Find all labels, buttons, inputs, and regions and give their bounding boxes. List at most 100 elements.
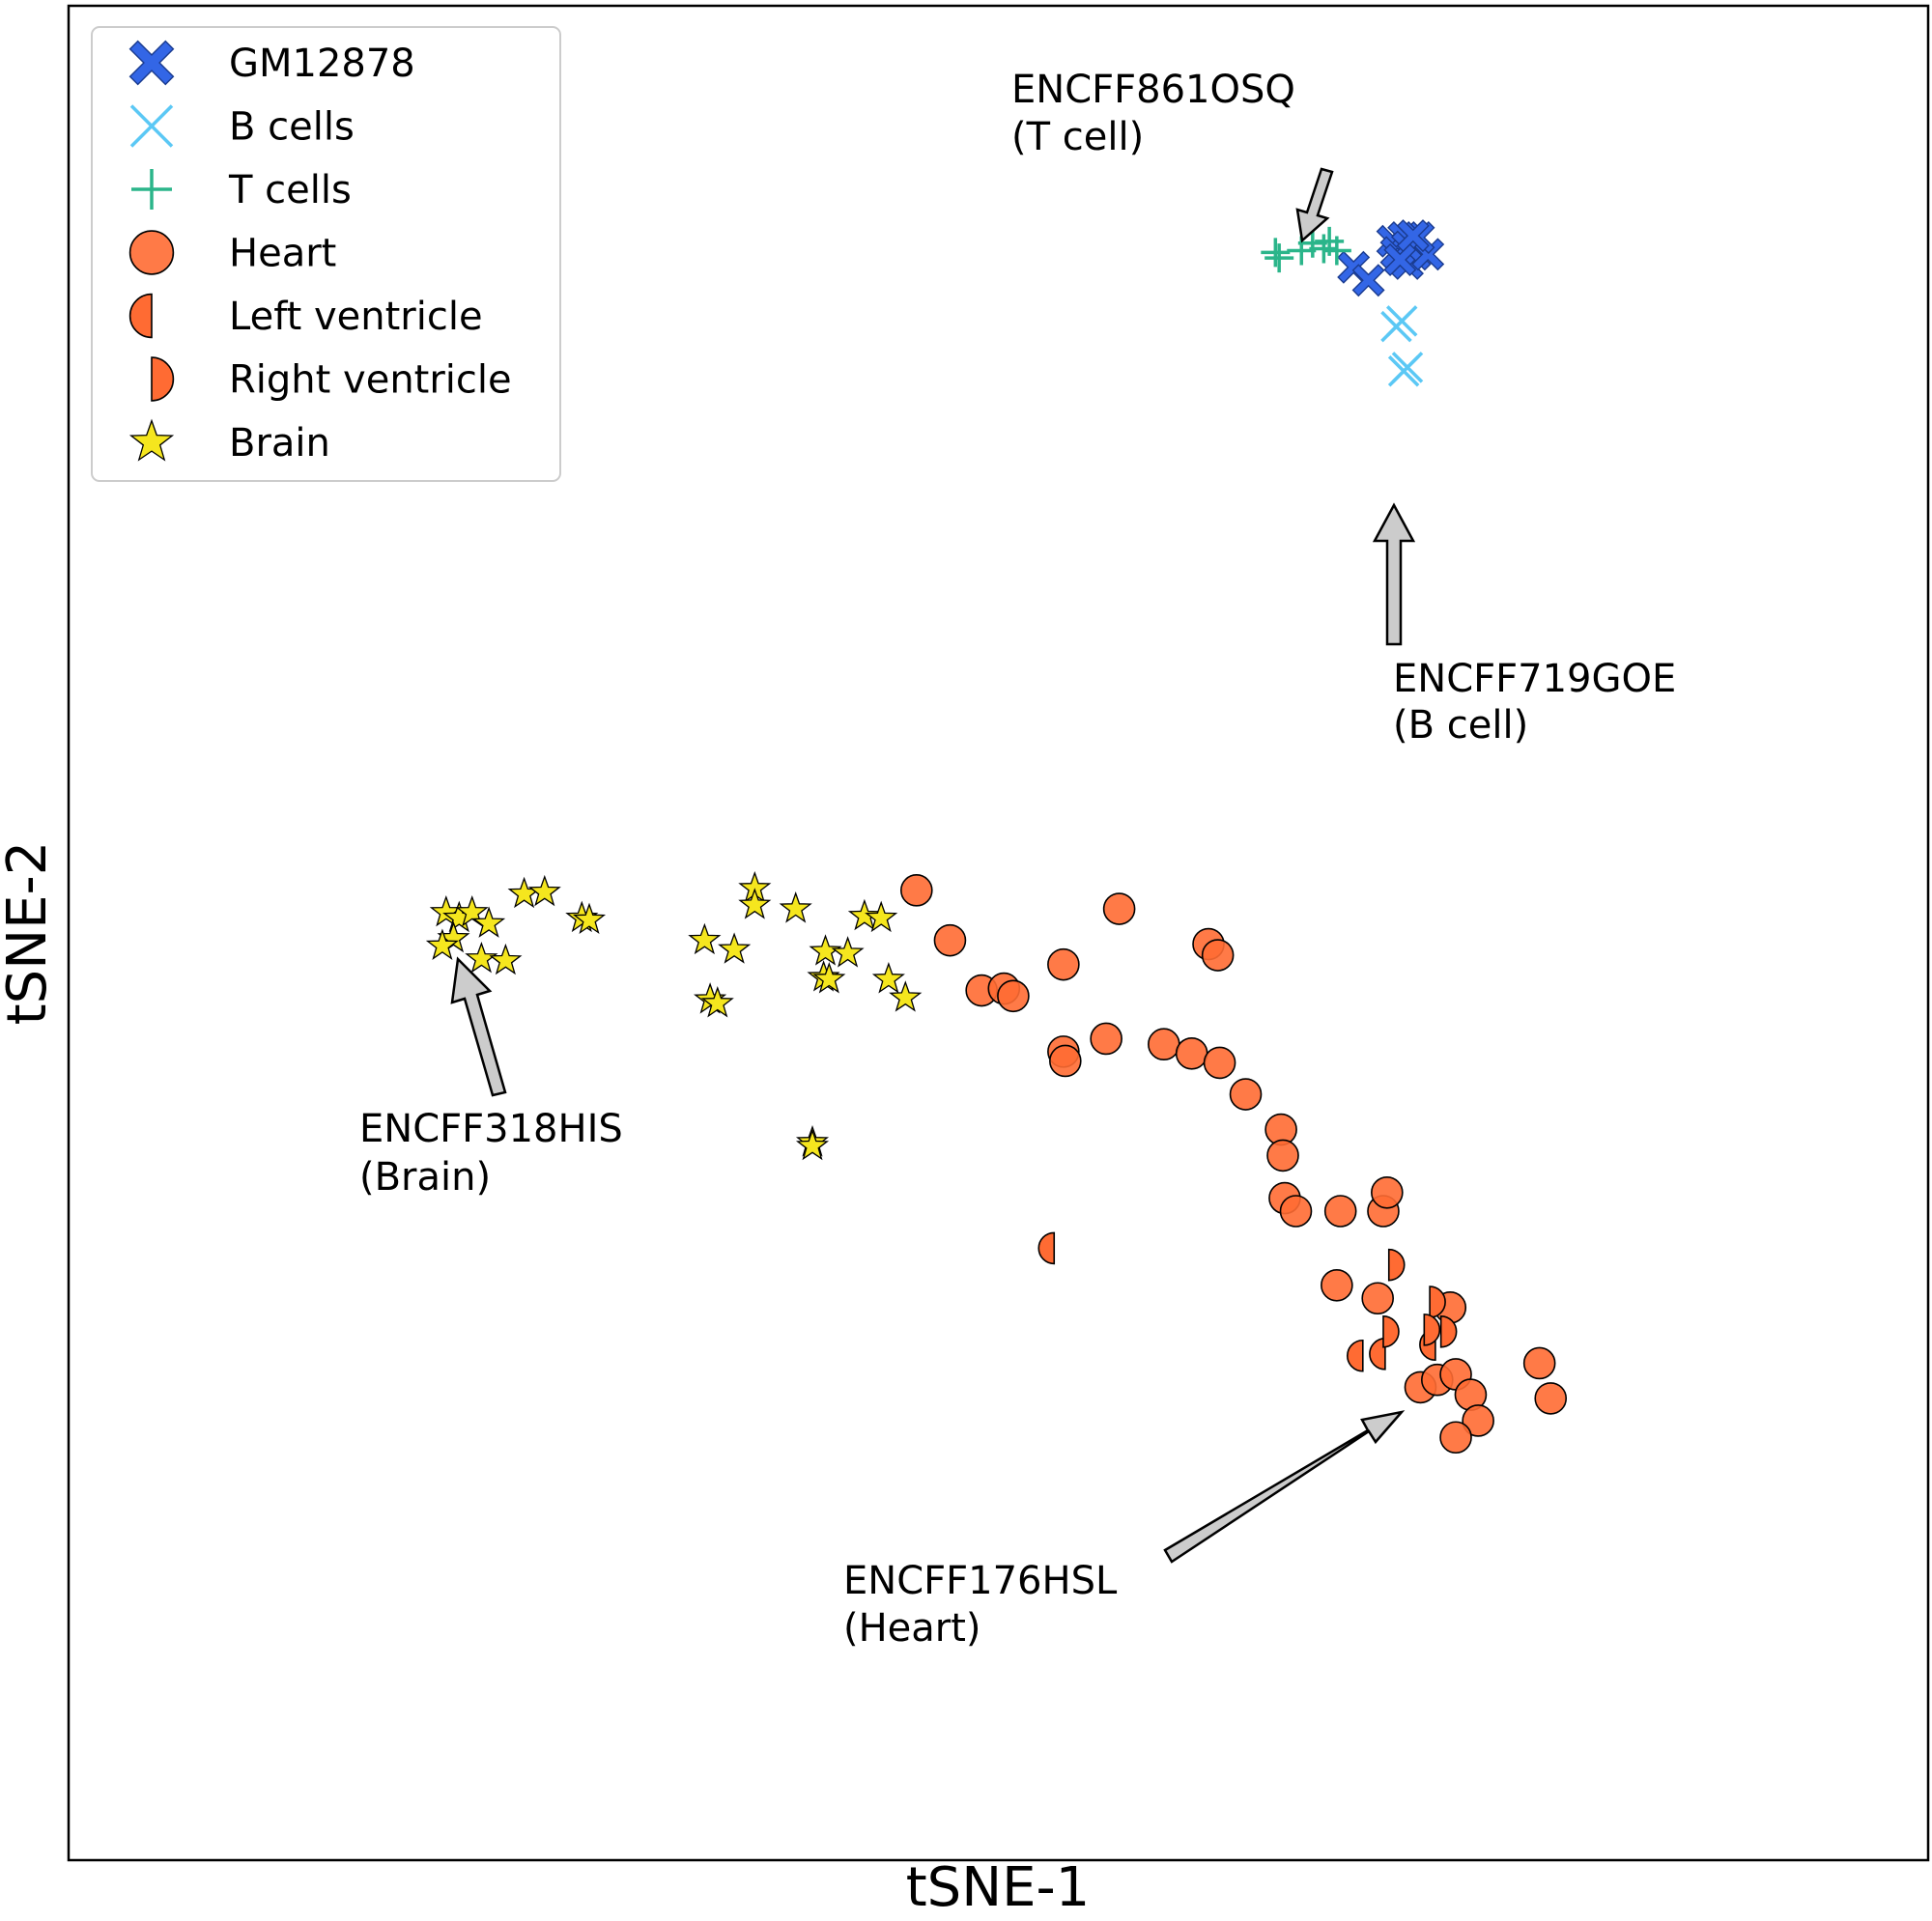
data-point — [831, 936, 865, 968]
data-point — [1229, 1078, 1263, 1111]
data-point — [1049, 1044, 1082, 1078]
data-point — [1261, 238, 1291, 268]
annotation-arrow — [1163, 1410, 1406, 1564]
series-left-ventricle — [1037, 1231, 1436, 1372]
data-point — [1148, 1028, 1180, 1060]
data-point — [1279, 1195, 1313, 1228]
annotation-sublabel: (Brain) — [359, 1155, 491, 1200]
legend: GM12878 B cells T cells Heart Left ventricle… — [91, 26, 561, 482]
data-point — [1396, 219, 1430, 253]
legend-marker — [151, 356, 175, 402]
legend-marker — [129, 104, 174, 148]
legend-marker — [128, 293, 153, 339]
series-brain — [425, 870, 923, 1161]
data-point — [455, 894, 489, 927]
data-point — [812, 962, 846, 994]
legend-entry: Brain — [128, 418, 330, 466]
legend-items: GM12878 B cells T cells Heart Left ventricle… — [128, 40, 512, 466]
data-point — [1090, 1022, 1122, 1056]
legend-entry: Right ventricle — [151, 356, 512, 403]
data-point — [889, 980, 923, 1012]
annotation-heart: ENCFF176HSL (Heart) — [843, 1410, 1406, 1651]
legend-label: Right ventricle — [229, 358, 512, 403]
data-point — [425, 928, 459, 960]
data-point — [1371, 1176, 1404, 1209]
legend-entry: T cells — [131, 168, 352, 212]
legend-label: Brain — [229, 421, 330, 466]
annotation-label: ENCFF318HIS — [359, 1107, 623, 1151]
annotation-t-cell: ENCFF861OSQ (T cell) — [1011, 68, 1334, 243]
legend-box — [91, 26, 561, 482]
data-point — [997, 979, 1030, 1013]
data-point — [1347, 1339, 1364, 1372]
data-point — [871, 962, 905, 994]
data-point — [1047, 947, 1080, 981]
legend-marker — [128, 418, 175, 462]
data-point — [1423, 1314, 1441, 1346]
data-point — [1534, 1382, 1568, 1415]
series-gm12878 — [1337, 219, 1445, 297]
data-point — [527, 874, 561, 907]
data-point — [700, 986, 734, 1018]
data-point — [809, 934, 842, 966]
annotation-brain: ENCFF318HIS (Brain) — [359, 956, 623, 1200]
data-point — [738, 888, 772, 919]
series-heart — [899, 874, 1568, 1455]
annotation-arrow — [1295, 167, 1334, 243]
data-point — [718, 932, 752, 964]
legend-marker — [128, 40, 175, 86]
legend-marker — [131, 169, 172, 210]
data-point — [1522, 1346, 1556, 1380]
data-point — [1369, 1338, 1386, 1370]
data-point — [1175, 1037, 1208, 1070]
legend-entry: GM12878 — [128, 40, 415, 86]
data-point — [1315, 226, 1345, 256]
annotation-arrow — [450, 956, 507, 1097]
plot-area-frame — [67, 4, 1930, 1862]
data-point — [1321, 1269, 1353, 1302]
annotation-sublabel: (B cell) — [1393, 703, 1528, 748]
legend-label: T cells — [228, 168, 352, 212]
annotation-b-cell: ENCFF719GOE (B cell) — [1372, 502, 1676, 748]
data-point — [489, 943, 523, 975]
legend-label: GM12878 — [229, 42, 415, 86]
data-point — [795, 1128, 830, 1161]
annotation-sublabel: (Heart) — [843, 1606, 981, 1651]
data-point — [471, 906, 506, 938]
data-point — [1037, 1231, 1056, 1265]
data-point — [465, 941, 498, 974]
series-right-ventricle — [1382, 1248, 1458, 1348]
annotation-label: ENCFF719GOE — [1393, 657, 1676, 701]
data-point — [865, 900, 898, 933]
legend-marker — [128, 230, 175, 275]
data-point — [1351, 264, 1385, 297]
legend-entry: Heart — [128, 230, 336, 276]
legend-label: Left ventricle — [229, 295, 483, 339]
annotations-layer: ENCFF861OSQ (T cell) ENCFF719GOE (B cell… — [359, 68, 1676, 1651]
legend-label: Heart — [229, 232, 336, 276]
annotation-label: ENCFF861OSQ — [1011, 68, 1295, 112]
data-point — [1309, 234, 1339, 264]
data-point — [1391, 352, 1424, 383]
data-point — [1387, 1248, 1406, 1282]
points-layer — [425, 219, 1568, 1455]
annotation-sublabel: (T cell) — [1011, 115, 1144, 159]
data-point — [507, 876, 541, 909]
data-point — [1323, 1195, 1357, 1228]
series-t-cells — [1261, 226, 1351, 273]
annotation-label: ENCFF176HSL — [843, 1559, 1118, 1603]
data-point — [1102, 892, 1136, 925]
legend-entry: Left ventricle — [128, 293, 483, 339]
data-point — [933, 923, 967, 957]
data-point — [688, 922, 722, 955]
data-point — [1266, 1139, 1299, 1172]
x-axis-label: tSNE-1 — [906, 1856, 1091, 1919]
data-point — [1264, 243, 1294, 273]
y-axis-label: tSNE-2 — [0, 841, 59, 1026]
data-point — [847, 898, 881, 931]
data-point — [572, 902, 607, 935]
series-b-cells — [1380, 305, 1424, 387]
data-point — [1201, 939, 1235, 972]
data-point — [779, 891, 812, 923]
